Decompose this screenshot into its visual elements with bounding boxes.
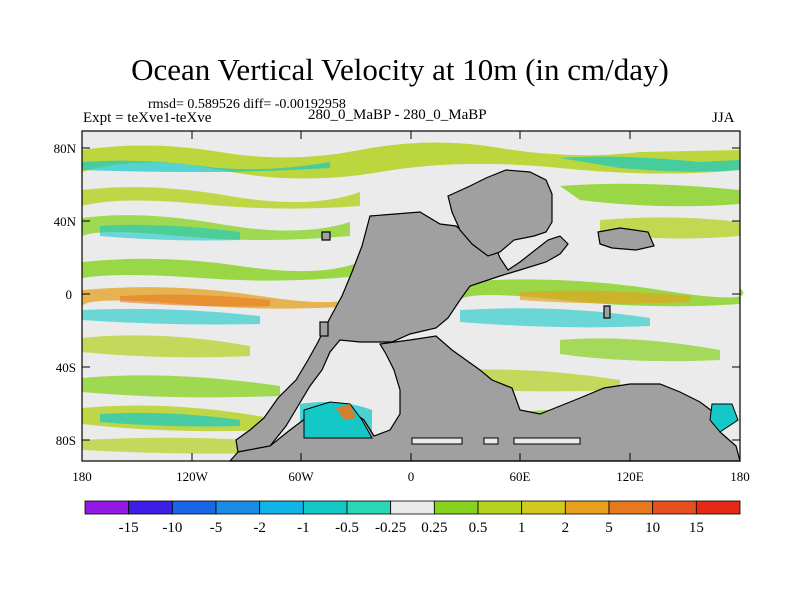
colorbar-box-1: [128, 500, 173, 515]
land-islet-2: [321, 231, 331, 241]
lat-label-40n: 40N: [54, 214, 77, 229]
colorbar-label-7: 0.25: [421, 520, 447, 536]
field-band-south-1: [82, 335, 250, 358]
colorbar-box-14: [695, 500, 741, 515]
plot-title: Ocean Vertical Velocity at 10m (in cm/da…: [131, 52, 669, 87]
colorbar-box-2: [171, 500, 217, 515]
field-band-eq-5: [520, 290, 690, 304]
colorbar-label-1: -10: [162, 520, 182, 536]
field-band-south-2: [560, 338, 720, 362]
colorbar-box-10: [521, 500, 566, 515]
colorbar-box-12: [608, 500, 654, 515]
colorbar-label-10: 2: [562, 520, 570, 536]
colorbar-box-3: [215, 500, 261, 515]
field-band-eq-1: [82, 258, 360, 281]
colorbar-box-4: [259, 500, 304, 515]
field-band-north-4: [82, 187, 360, 209]
colorbar-box-0: [84, 500, 130, 515]
colorbar-box-8: [433, 500, 479, 515]
subtitle: 280_0_MaBP - 280_0_MaBP: [308, 107, 487, 123]
colorbar-label-2: -5: [210, 520, 223, 536]
colorbar: -15 -10 -5 -2 -1 -0.5 -0.25 0.25 0.5 1 2 5 10 15: [84, 500, 741, 536]
land-islet-1: [319, 321, 329, 337]
colorbar-box-13: [652, 500, 697, 515]
ice-strip-2: [483, 437, 499, 445]
colorbar-label-13: 15: [689, 520, 704, 536]
colorbar-label-6: -0.25: [375, 520, 406, 536]
lon-label-0: 0: [408, 469, 415, 484]
colorbar-box-7: [390, 500, 435, 515]
ocean-inlet-east: [709, 403, 739, 433]
lon-label-180-left: 180: [72, 469, 92, 484]
land-islet-3: [603, 305, 611, 319]
land-island-east: [597, 227, 655, 251]
ocean-inlet-warm-patch: [336, 404, 356, 420]
colorbar-label-9: 1: [518, 520, 526, 536]
lat-label-40s: 40S: [56, 360, 76, 375]
colorbar-label-12: 10: [645, 520, 660, 536]
ice-strip-3: [513, 437, 581, 445]
lon-label-120e: 120E: [616, 469, 644, 484]
field-band-north-5: [560, 183, 740, 207]
lon-label-60w: 60W: [288, 469, 314, 484]
colorbar-box-5: [302, 500, 348, 515]
field-band-north-3: [560, 156, 740, 172]
field-band-mid-2: [100, 224, 240, 241]
map-panel: [81, 130, 744, 462]
lon-label-60e: 60E: [510, 469, 531, 484]
lat-label-0: 0: [66, 287, 73, 302]
colorbar-label-0: -15: [119, 520, 139, 536]
experiment-label: Expt = teXve1-teXve: [83, 110, 212, 126]
colorbar-box-11: [564, 500, 610, 515]
lat-axis: 80N 40N 0 40S 80S: [54, 141, 740, 448]
land-mass-north: [447, 169, 553, 257]
field-band-eq-7: [460, 308, 650, 328]
lat-label-80s: 80S: [56, 433, 76, 448]
colorbar-label-3: -2: [253, 520, 266, 536]
colorbar-label-4: -1: [297, 520, 310, 536]
colorbar-label-5: -0.5: [335, 520, 359, 536]
lon-label-120w: 120W: [176, 469, 209, 484]
lat-label-80n: 80N: [54, 141, 77, 156]
field-band-south-6: [100, 412, 240, 427]
lon-axis: 180 120W 60W 0 60E 120E 180: [72, 131, 750, 484]
field-band-eq-6: [82, 308, 260, 325]
ocean-inlet-south: [303, 401, 373, 439]
lon-label-180-right: 180: [730, 469, 750, 484]
field-band-north-2: [82, 160, 330, 172]
ice-strip-1: [411, 437, 463, 445]
field-band-south-3: [82, 375, 280, 398]
colorbar-label-11: 5: [605, 520, 613, 536]
field-band-eq-3: [120, 294, 270, 307]
stats-text: rmsd= 0.589526 diff= -0.00192958: [148, 97, 346, 112]
colorbar-label-8: 0.5: [469, 520, 488, 536]
colorbar-box-6: [346, 500, 392, 515]
colorbar-box-9: [477, 500, 523, 515]
season-label: JJA: [712, 110, 735, 126]
field-band-mid-1: [82, 215, 350, 240]
